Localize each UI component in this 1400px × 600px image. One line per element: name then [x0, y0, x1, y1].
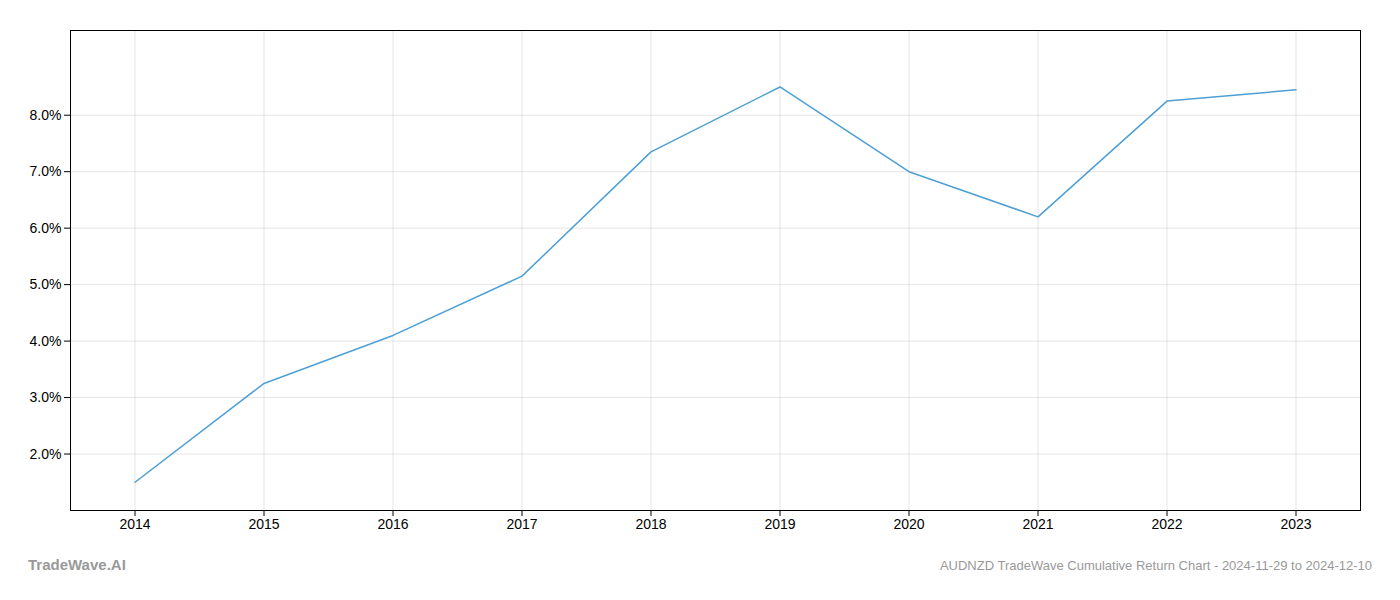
- svg-text:6.0%: 6.0%: [30, 220, 62, 236]
- svg-text:2017: 2017: [506, 516, 537, 532]
- svg-text:2019: 2019: [764, 516, 795, 532]
- svg-text:2020: 2020: [893, 516, 924, 532]
- svg-text:4.0%: 4.0%: [30, 333, 62, 349]
- svg-text:2015: 2015: [248, 516, 279, 532]
- svg-text:5.0%: 5.0%: [30, 276, 62, 292]
- svg-text:2014: 2014: [119, 516, 150, 532]
- svg-text:3.0%: 3.0%: [30, 389, 62, 405]
- svg-text:2023: 2023: [1280, 516, 1311, 532]
- svg-text:8.0%: 8.0%: [30, 107, 62, 123]
- svg-text:2022: 2022: [1151, 516, 1182, 532]
- svg-text:2021: 2021: [1022, 516, 1053, 532]
- html-text:AUDNZD TradeWave Cumulative Re: AUDNZD TradeWave Cumulative Return Chart…: [939, 558, 1372, 573]
- svg-text:7.0%: 7.0%: [30, 163, 62, 179]
- svg-text:2.0%: 2.0%: [30, 446, 62, 462]
- svg-text:2016: 2016: [377, 516, 408, 532]
- html-text:TradeWave.AI: TradeWave.AI: [28, 556, 126, 573]
- svg-text:2018: 2018: [635, 516, 666, 532]
